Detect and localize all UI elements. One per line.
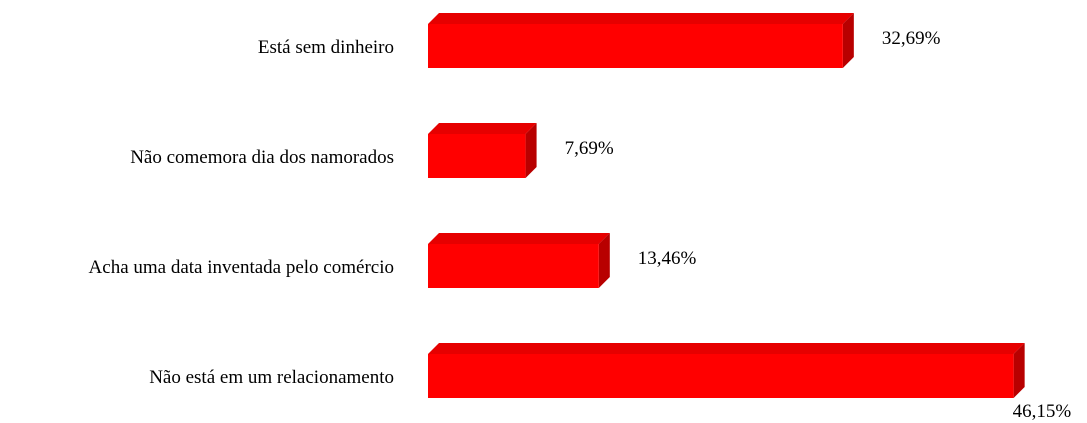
bar-top-face <box>428 123 537 134</box>
bar-side-face <box>598 233 610 288</box>
category-label: Acha uma data inventada pelo comércio <box>89 257 394 278</box>
bar-side-face <box>842 13 854 68</box>
bar-side-face <box>1013 343 1025 398</box>
value-label: 46,15% <box>1013 401 1072 422</box>
category-label: Está sem dinheiro <box>258 37 394 58</box>
bar <box>428 354 1014 398</box>
bar-group <box>428 13 854 68</box>
bar <box>428 134 526 178</box>
bar-group <box>428 343 1025 398</box>
value-label: 7,69% <box>565 138 614 159</box>
value-label: 32,69% <box>882 28 941 49</box>
bar-top-face <box>428 343 1025 354</box>
category-label: Não comemora dia dos namorados <box>130 147 394 168</box>
bar-group <box>428 233 610 288</box>
value-label: 13,46% <box>638 248 697 269</box>
bar-side-face <box>525 123 537 178</box>
bar-group <box>428 123 537 178</box>
bar-top-face <box>428 233 610 244</box>
bar-top-face <box>428 13 854 24</box>
bar <box>428 24 843 68</box>
bar <box>428 244 599 288</box>
category-label: Não está em um relacionamento <box>149 367 394 388</box>
